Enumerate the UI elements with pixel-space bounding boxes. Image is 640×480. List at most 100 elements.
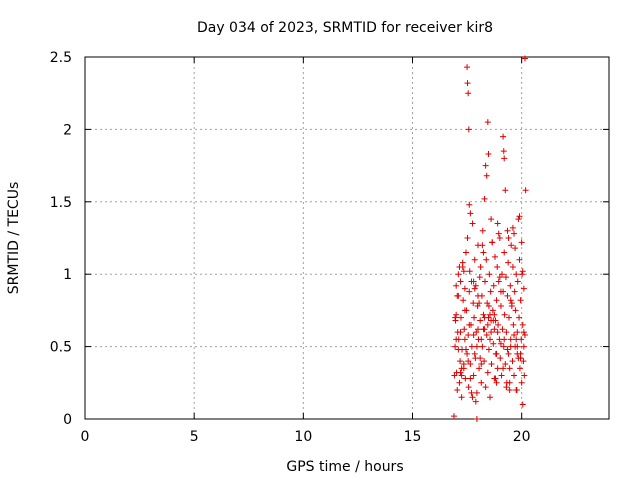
data-point xyxy=(473,343,480,350)
x-tick-label: 20 xyxy=(513,429,531,445)
data-point xyxy=(470,372,477,379)
data-point xyxy=(485,346,492,353)
data-point xyxy=(458,372,465,379)
data-point xyxy=(520,329,527,336)
data-point xyxy=(465,384,472,391)
data-point xyxy=(500,148,507,155)
data-point xyxy=(520,285,527,292)
data-point xyxy=(508,303,515,310)
data-point xyxy=(452,314,459,321)
data-point xyxy=(473,416,480,422)
data-point xyxy=(494,329,501,336)
data-point xyxy=(457,329,464,336)
y-axis-label: SRMTID / TECUs xyxy=(6,182,22,295)
data-point xyxy=(507,297,514,304)
data-point xyxy=(519,271,526,278)
data-point xyxy=(506,365,513,372)
data-point xyxy=(478,336,485,343)
data-point xyxy=(477,355,484,362)
data-point xyxy=(488,329,495,336)
data-point xyxy=(497,355,504,362)
y-tick-label: 1.5 xyxy=(50,195,72,211)
data-point xyxy=(493,379,500,386)
data-point xyxy=(497,340,504,347)
data-point xyxy=(519,268,526,275)
data-point xyxy=(521,372,528,379)
data-point xyxy=(482,384,489,391)
data-point xyxy=(502,360,509,367)
data-point xyxy=(480,326,487,333)
data-point xyxy=(509,358,516,365)
data-point xyxy=(506,387,513,394)
x-tick-label: 0 xyxy=(81,429,90,445)
data-point xyxy=(518,239,525,246)
data-point xyxy=(504,227,511,234)
data-point xyxy=(494,365,501,372)
data-point xyxy=(481,358,488,365)
data-point xyxy=(484,369,491,376)
data-point xyxy=(507,343,514,350)
data-point xyxy=(476,274,483,281)
data-point xyxy=(504,292,511,299)
data-point xyxy=(497,303,504,310)
x-axis-label: GPS time / hours xyxy=(286,459,403,475)
data-point xyxy=(462,375,469,382)
data-point xyxy=(465,332,472,339)
y-tick-label: 2.5 xyxy=(50,50,72,66)
x-tick-label: 5 xyxy=(190,429,199,445)
data-point xyxy=(499,326,506,333)
data-point xyxy=(485,151,492,158)
data-point xyxy=(474,303,481,310)
data-point xyxy=(519,321,526,328)
data-point xyxy=(487,288,494,295)
data-point xyxy=(511,288,518,295)
y-tick-label: 1 xyxy=(63,267,72,283)
data-point xyxy=(475,326,481,333)
data-point xyxy=(490,282,497,289)
data-point xyxy=(501,155,508,162)
data-point xyxy=(470,332,477,339)
data-point xyxy=(476,365,483,372)
data-point xyxy=(457,314,464,321)
data-point xyxy=(514,350,521,357)
data-point xyxy=(468,343,475,350)
data-point xyxy=(488,216,495,223)
data-point xyxy=(460,360,467,367)
data-point xyxy=(460,297,467,304)
data-point xyxy=(496,274,503,281)
data-point xyxy=(516,314,523,321)
data-point xyxy=(457,358,464,365)
data-point xyxy=(483,332,490,339)
data-point xyxy=(502,187,509,194)
data-point xyxy=(483,256,490,263)
data-point xyxy=(466,201,473,208)
data-point xyxy=(475,292,481,299)
data-point xyxy=(479,343,486,350)
data-point xyxy=(509,263,516,270)
data-point xyxy=(488,360,495,367)
data-point xyxy=(513,336,520,343)
data-point xyxy=(476,300,483,307)
data-point xyxy=(461,336,468,343)
data-point xyxy=(518,379,525,386)
data-point xyxy=(455,271,462,278)
data-point xyxy=(517,297,524,304)
data-point xyxy=(516,256,523,263)
data-point xyxy=(496,235,503,241)
data-point xyxy=(457,278,464,285)
data-point xyxy=(521,332,528,339)
data-point xyxy=(469,394,476,401)
plot-frame xyxy=(84,56,610,420)
data-point xyxy=(491,326,498,333)
data-point xyxy=(511,230,518,237)
chart-title: Day 034 of 2023, SRMTID for receiver kir… xyxy=(197,20,493,36)
data-points xyxy=(450,55,529,422)
data-point xyxy=(491,311,498,318)
data-point xyxy=(508,242,515,249)
data-point xyxy=(520,358,527,365)
data-point xyxy=(505,235,512,241)
data-point xyxy=(514,278,521,285)
data-point xyxy=(512,245,519,252)
data-point xyxy=(501,249,508,256)
data-point xyxy=(480,249,487,256)
